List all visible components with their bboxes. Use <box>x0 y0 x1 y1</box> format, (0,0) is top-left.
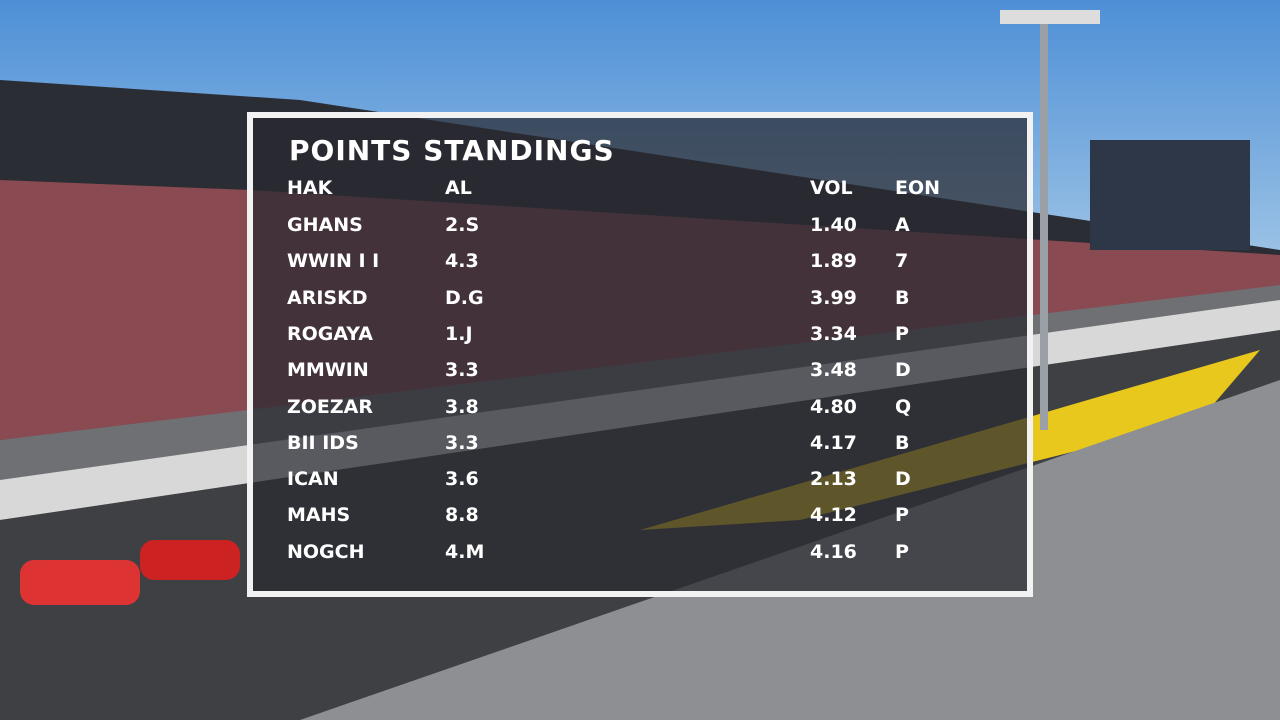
table-cell: MAHS <box>287 504 351 527</box>
table-cell: 3.3 <box>445 359 479 382</box>
table-cell: 3.48 <box>810 359 857 382</box>
table-cell: 4.80 <box>810 395 857 418</box>
table-cell: 4.M <box>445 540 485 563</box>
table-cell: Q <box>895 395 912 418</box>
table-cell: 4.17 <box>810 431 857 454</box>
standings-panel: POINTS STANDINGS HAK AL VOL EON GHANS 2.S 1.40… <box>247 112 1033 597</box>
table-cell: 3.99 <box>810 286 857 309</box>
table-cell: 2.13 <box>810 468 857 491</box>
table-cell: 1.89 <box>810 250 857 273</box>
table-cell: 3.3 <box>445 431 479 454</box>
table-cell: D <box>895 468 911 491</box>
table-cell: 4.16 <box>810 540 857 563</box>
table-cell: ICAN <box>287 468 339 491</box>
column-header: VOL <box>810 177 853 199</box>
table-cell: P <box>895 504 909 527</box>
table-cell: D.G <box>445 286 484 309</box>
table-cell: ARISKD <box>287 286 368 309</box>
table-cell: 8.8 <box>445 504 479 527</box>
column-header: HAK <box>287 177 333 199</box>
table-cell: A <box>895 214 910 236</box>
table-cell: 1.40 <box>810 214 857 236</box>
table-cell: 1.J <box>445 322 473 345</box>
table-cell: 3.34 <box>810 322 857 345</box>
table-cell: ROGAYA <box>287 322 373 345</box>
table-cell: ZOEZAR <box>287 395 374 418</box>
table-cell: P <box>895 322 909 345</box>
table-cell: GHANS <box>287 214 363 236</box>
table-cell: MMWIN <box>287 359 369 382</box>
table-cell: BII IDS <box>287 431 359 454</box>
table-cell: 4.12 <box>810 504 857 527</box>
table-cell: 3.6 <box>445 468 479 491</box>
column-header: EON <box>895 177 941 199</box>
table-cell: NOGCH <box>287 540 365 563</box>
table-cell: 2.S <box>445 214 480 236</box>
table-cell: B <box>895 286 910 309</box>
table-cell: 4.3 <box>445 250 479 273</box>
table-cell: 7 <box>895 250 909 273</box>
table-cell: 3.8 <box>445 395 479 418</box>
column-header: AL <box>445 177 472 199</box>
table-cell: B <box>895 431 910 454</box>
table-cell: P <box>895 540 909 563</box>
table-cell: WWIN I I <box>287 250 380 273</box>
table-cell: D <box>895 359 911 382</box>
panel-title: POINTS STANDINGS <box>289 134 615 167</box>
